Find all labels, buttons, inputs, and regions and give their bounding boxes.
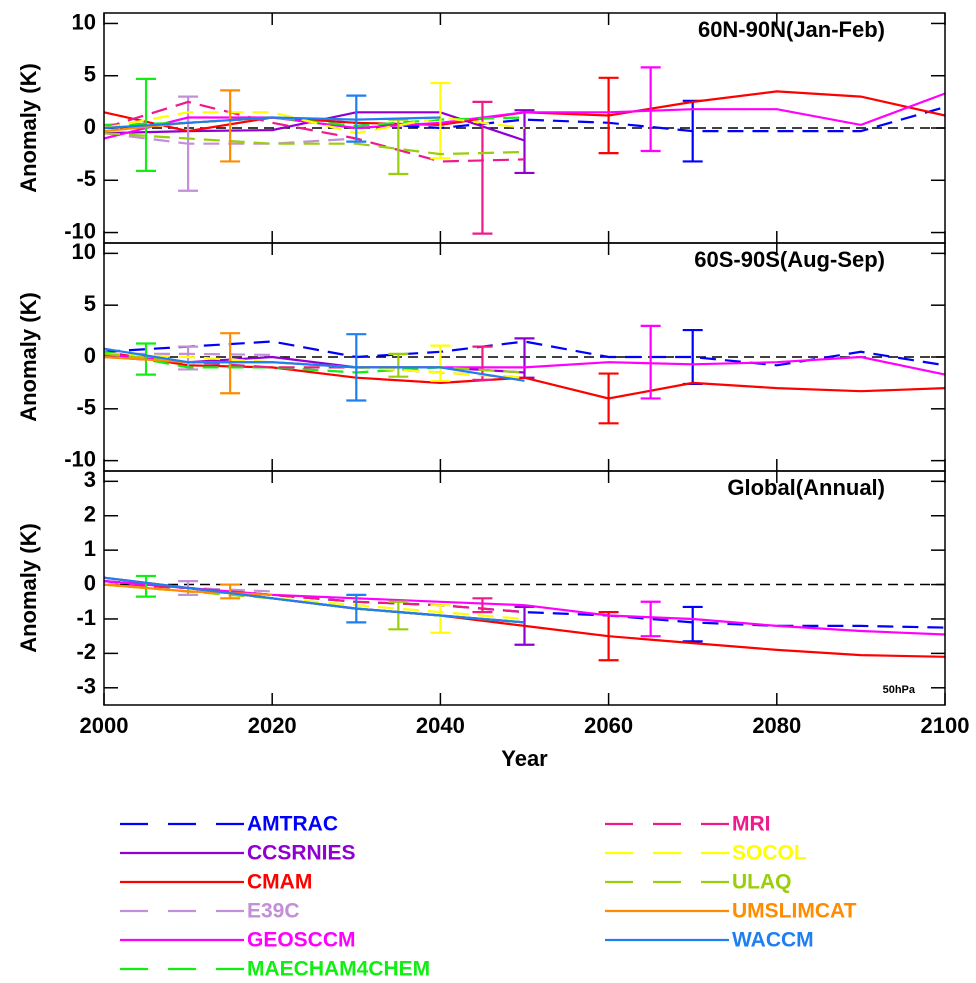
panel-title: 60N-90N(Jan-Feb) — [698, 17, 885, 42]
y-tick-label: -2 — [76, 639, 96, 664]
y-tick-label: 2 — [84, 502, 96, 527]
legend-label: UMSLIMCAT — [732, 900, 857, 923]
error-bar — [640, 600, 661, 638]
error-bar — [640, 66, 661, 153]
legend-label: WACCM — [732, 929, 814, 952]
y-tick-label: 10 — [72, 239, 96, 264]
series-line — [103, 350, 441, 374]
series-line — [103, 92, 946, 140]
error-bar — [346, 593, 367, 624]
error-bar — [136, 574, 157, 598]
y-tick-label: -5 — [76, 395, 96, 420]
error-bar — [598, 76, 619, 155]
legend-label: AMTRAC — [247, 813, 338, 836]
error-bar — [472, 597, 493, 614]
x-axis-label: Year — [501, 746, 548, 771]
annotation: 50hPa — [883, 684, 916, 696]
x-tick-label: 2020 — [248, 713, 297, 738]
series-line — [103, 583, 525, 621]
error-bar — [598, 372, 619, 425]
error-bar — [682, 605, 703, 643]
panel-title: Global(Annual) — [727, 475, 885, 500]
legend-label: E39C — [247, 900, 300, 923]
y-tick-label: 0 — [84, 114, 96, 139]
x-tick-label: 2040 — [416, 713, 465, 738]
series-line — [103, 111, 525, 135]
series-line — [103, 583, 525, 614]
error-bar — [388, 600, 409, 631]
y-tick-label: 3 — [84, 467, 96, 492]
legend-label: MAECHAM4CHEM — [247, 958, 430, 981]
error-bar — [388, 352, 409, 378]
x-tick-label: 2080 — [752, 713, 801, 738]
y-tick-label: 5 — [84, 291, 96, 316]
x-tick-label: 2060 — [584, 713, 633, 738]
y-tick-label: -10 — [64, 446, 96, 471]
y-tick-label: -1 — [76, 605, 96, 630]
error-bar — [220, 89, 241, 163]
error-bar — [346, 94, 367, 143]
legend-label: CCSRNIES — [247, 842, 356, 865]
series-line — [103, 576, 525, 624]
error-bar — [430, 344, 451, 382]
legend-label: CMAM — [247, 871, 312, 894]
legend-label: GEOSCCM — [247, 929, 356, 952]
legend-label: MRI — [732, 813, 771, 836]
error-bar — [220, 583, 241, 600]
y-tick-label: 5 — [84, 62, 96, 87]
error-bar — [514, 109, 535, 175]
y-tick-label: -10 — [64, 218, 96, 243]
error-bar — [640, 324, 661, 400]
error-bar — [388, 118, 409, 176]
series-line — [103, 100, 525, 163]
error-bar — [430, 81, 451, 160]
legend-label: SOCOL — [732, 842, 807, 865]
error-bar — [430, 604, 451, 634]
y-axis-label: Anomaly (K) — [16, 292, 41, 422]
series-line — [103, 347, 525, 382]
y-tick-label: 10 — [72, 9, 96, 34]
y-tick-label: 0 — [84, 570, 96, 595]
plot-frame — [103, 470, 946, 706]
series-line — [103, 132, 525, 156]
y-tick-label: -5 — [76, 166, 96, 191]
series-line — [103, 116, 441, 130]
panel-title: 60S-90S(Aug-Sep) — [694, 247, 885, 272]
error-bar — [346, 333, 367, 402]
x-tick-label: 2000 — [80, 713, 129, 738]
y-tick-label: 0 — [84, 343, 96, 368]
x-tick-label: 2100 — [921, 713, 970, 738]
y-tick-label: -3 — [76, 674, 96, 699]
y-tick-label: 1 — [84, 536, 96, 561]
y-axis-label: Anomaly (K) — [16, 63, 41, 193]
series-line — [103, 583, 273, 596]
y-axis-label: Anomaly (K) — [16, 523, 41, 653]
legend-label: ULAQ — [732, 871, 792, 894]
error-bar — [598, 610, 619, 662]
